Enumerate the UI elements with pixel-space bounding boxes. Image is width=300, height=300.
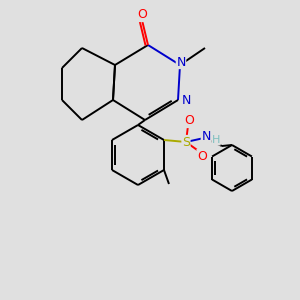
Text: O: O (137, 8, 147, 22)
Text: O: O (184, 115, 194, 128)
Text: N: N (176, 56, 186, 68)
Text: N: N (201, 130, 211, 142)
Text: O: O (197, 149, 207, 163)
Text: H: H (212, 135, 220, 145)
Text: N: N (181, 94, 191, 106)
Text: S: S (182, 136, 190, 148)
